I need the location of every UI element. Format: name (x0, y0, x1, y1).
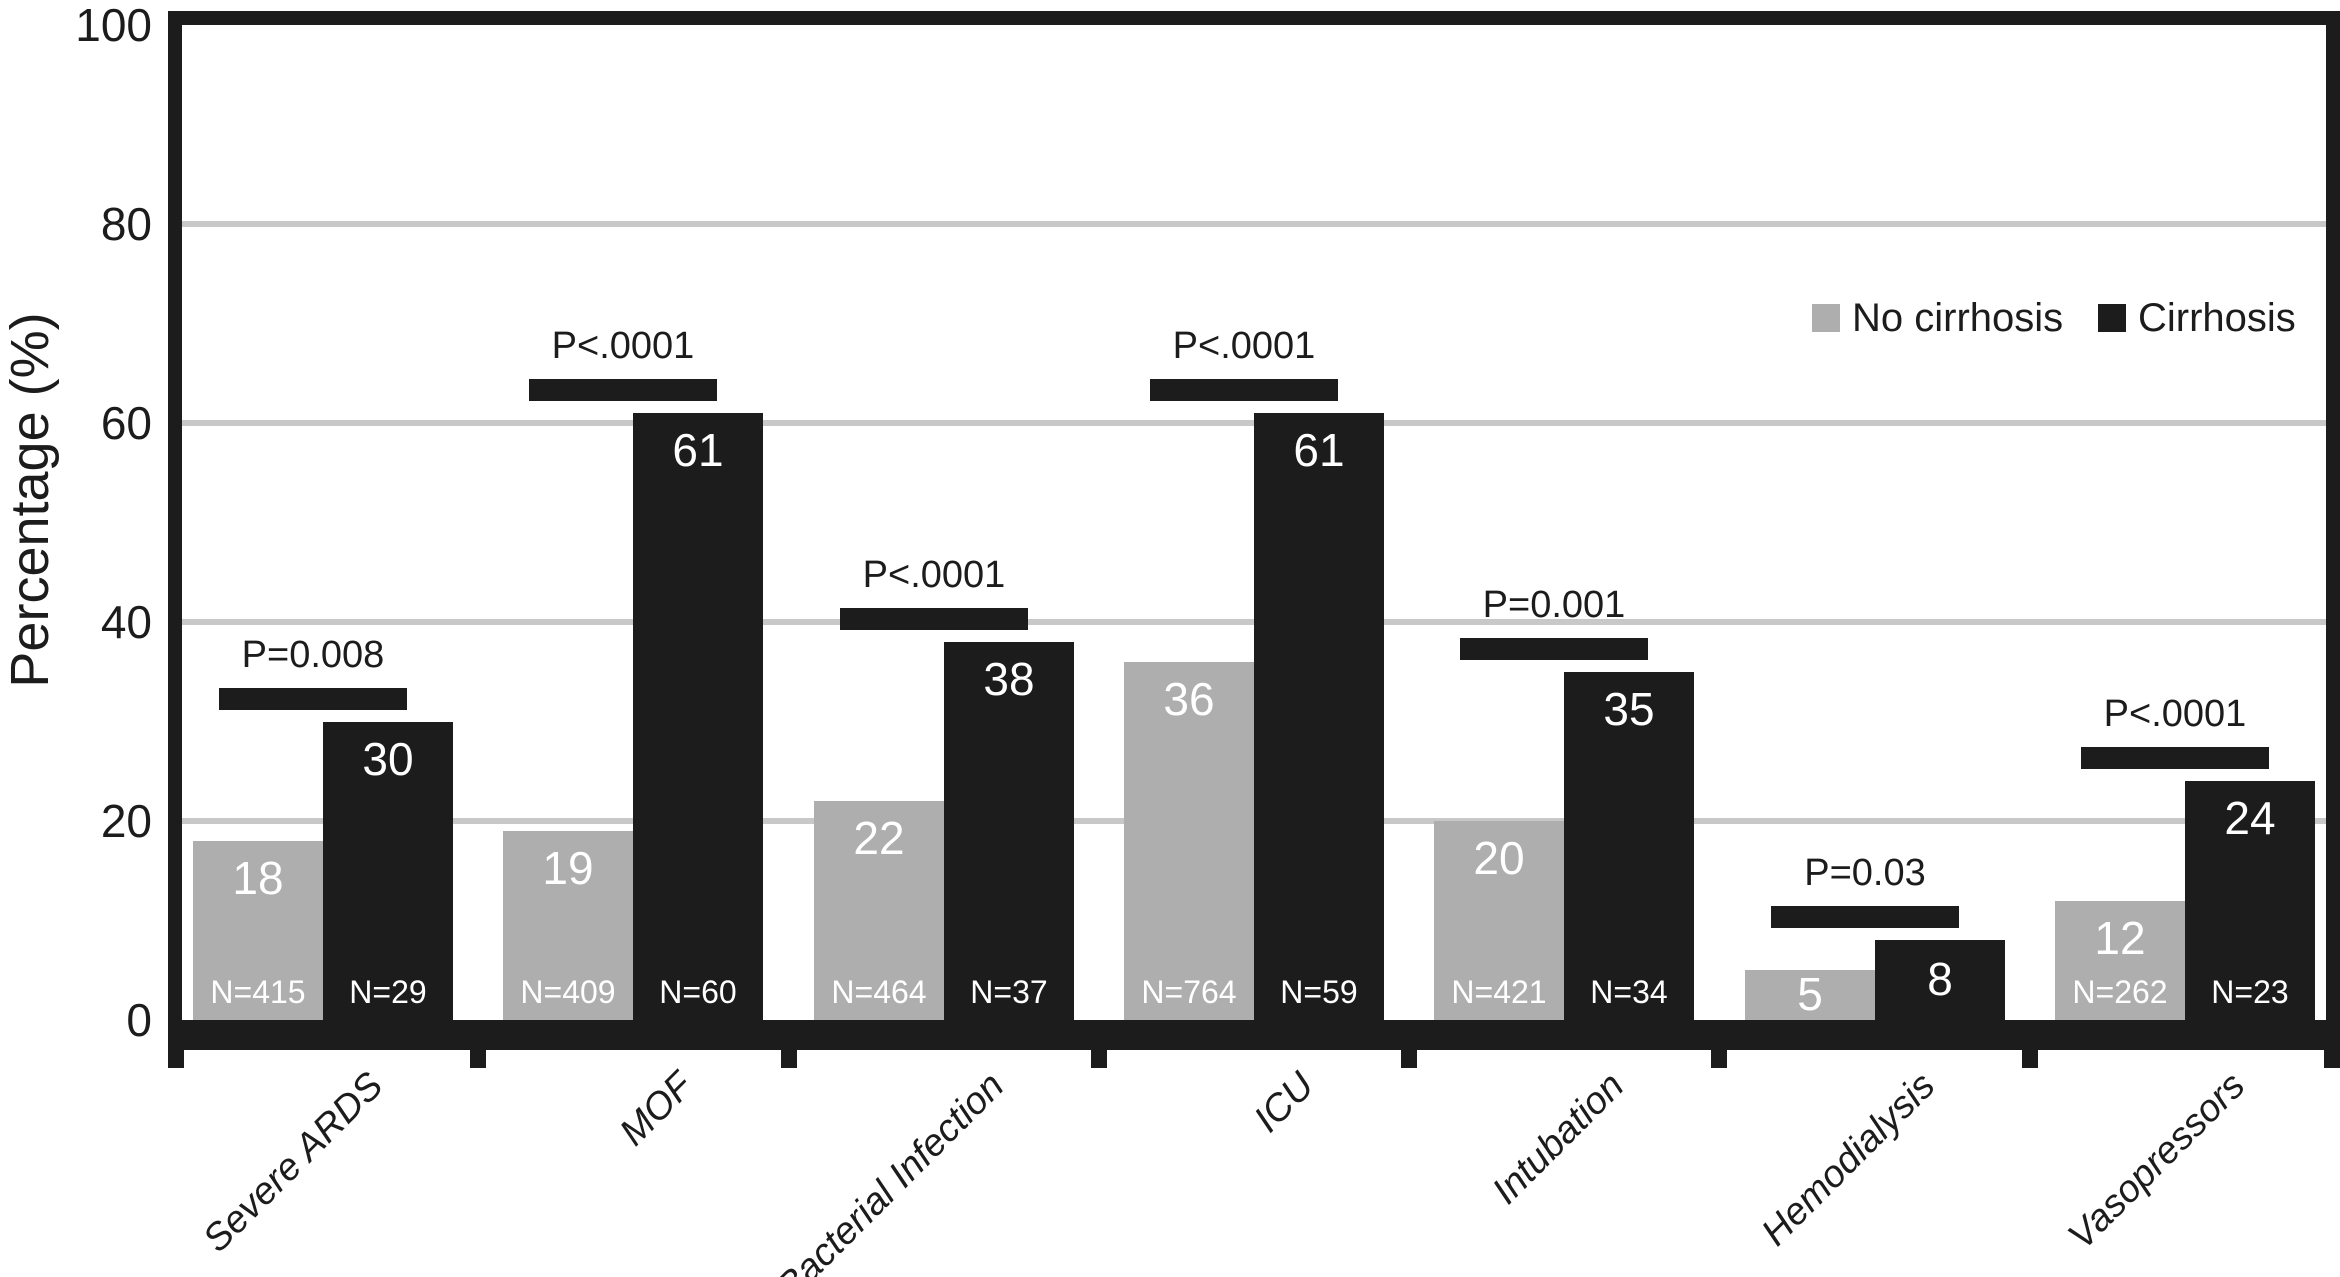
bar-n-label: N=409 (520, 974, 616, 1010)
y-axis-line (168, 11, 182, 1050)
gridline-80 (182, 221, 2326, 227)
x-axis-band (168, 1020, 2340, 1050)
bar-n-label: N=764 (1141, 974, 1237, 1010)
bar-no-cirrhosis (193, 841, 323, 1020)
bar-value-label: 8 (1927, 953, 1953, 1005)
bar-cirrhosis (1564, 672, 1694, 1020)
plot-border-right (2326, 11, 2340, 1050)
x-axis-tick (2022, 1050, 2038, 1068)
significance-bar (2081, 747, 2269, 769)
bar-n-label: N=262 (2072, 974, 2168, 1010)
significance-bar (1771, 906, 1959, 928)
p-value-label: P=0.03 (1804, 852, 1926, 894)
bar-n-label: N=29 (349, 974, 427, 1010)
y-tick-label-20: 20 (100, 795, 152, 847)
bar-cirrhosis (1254, 413, 1384, 1020)
p-value-label: P=0.001 (1482, 584, 1626, 626)
bar-value-label: 12 (2094, 912, 2146, 964)
y-tick-label-0: 0 (126, 994, 152, 1046)
bar-value-label: 22 (853, 812, 905, 864)
bar-value-label: 38 (983, 653, 1035, 705)
bar-value-label: 30 (362, 733, 414, 785)
significance-bar (1150, 379, 1338, 401)
legend-swatch (2098, 304, 2126, 332)
bar-n-label: N=34 (1590, 974, 1668, 1010)
bar-no-cirrhosis (1434, 821, 1564, 1020)
x-axis-tick (168, 1050, 184, 1068)
x-axis-tick (1401, 1050, 1417, 1068)
bar-cirrhosis (633, 413, 763, 1020)
bar-value-label: 36 (1163, 673, 1215, 725)
bar-no-cirrhosis (2055, 901, 2185, 1020)
x-axis-tick (1711, 1050, 1727, 1068)
bar-n-label: N=60 (659, 974, 737, 1010)
bar-value-label: 19 (542, 842, 594, 894)
plot-border-top (168, 11, 2340, 25)
significance-bar (219, 688, 407, 710)
bar-n-label: N=464 (831, 974, 927, 1010)
p-value-label: P<.0001 (1172, 325, 1316, 367)
bar-value-label: 61 (1293, 424, 1345, 476)
p-value-label: P<.0001 (2103, 693, 2247, 735)
bar-n-label: N=421 (1451, 974, 1547, 1010)
bar-cirrhosis (944, 642, 1074, 1020)
bar-cirrhosis (323, 722, 453, 1021)
bar-no-cirrhosis (503, 831, 633, 1020)
y-tick-label-100: 100 (75, 0, 152, 51)
significance-bar (529, 379, 717, 401)
y-tick-label-60: 60 (100, 397, 152, 449)
bar-value-label: 18 (232, 852, 284, 904)
y-tick-label-40: 40 (100, 596, 152, 648)
y-tick-label-80: 80 (100, 198, 152, 250)
bar-n-label: N=37 (970, 974, 1048, 1010)
bar-cirrhosis (1875, 940, 2005, 1020)
bar-value-label: 24 (2224, 792, 2276, 844)
x-category-label: Severe ARDS (195, 1064, 392, 1261)
bar-value-label: 20 (1473, 832, 1525, 884)
bar-n-label: N=59 (1280, 974, 1358, 1010)
bar-no-cirrhosis (814, 801, 944, 1020)
p-value-label: P<.0001 (862, 554, 1006, 596)
legend-label: No cirrhosis (1852, 296, 2064, 340)
x-axis-tick (1091, 1050, 1107, 1068)
legend-label: Cirrhosis (2138, 296, 2296, 340)
bar-value-label: 35 (1603, 683, 1655, 735)
significance-bar (840, 608, 1028, 630)
bar-value-label: 5 (1797, 968, 1823, 1020)
legend-item-no-cirrhosis: No cirrhosis (1812, 298, 2092, 338)
x-axis-tick (470, 1050, 486, 1068)
x-axis-tick (2324, 1050, 2340, 1068)
significance-bar (1460, 638, 1648, 660)
bar-value-label: 61 (672, 424, 724, 476)
x-axis-tick (781, 1050, 797, 1068)
bar-no-cirrhosis (1745, 970, 1875, 1020)
bar-no-cirrhosis (1124, 662, 1254, 1020)
bar-n-label: N=415 (210, 974, 306, 1010)
bar-n-label: N=23 (2211, 974, 2289, 1010)
p-value-label: P=0.008 (241, 634, 385, 676)
legend-swatch (1812, 304, 1840, 332)
legend-item-cirrhosis: Cirrhosis (2098, 298, 2340, 338)
p-value-label: P<.0001 (551, 325, 695, 367)
bar-cirrhosis (2185, 781, 2315, 1020)
